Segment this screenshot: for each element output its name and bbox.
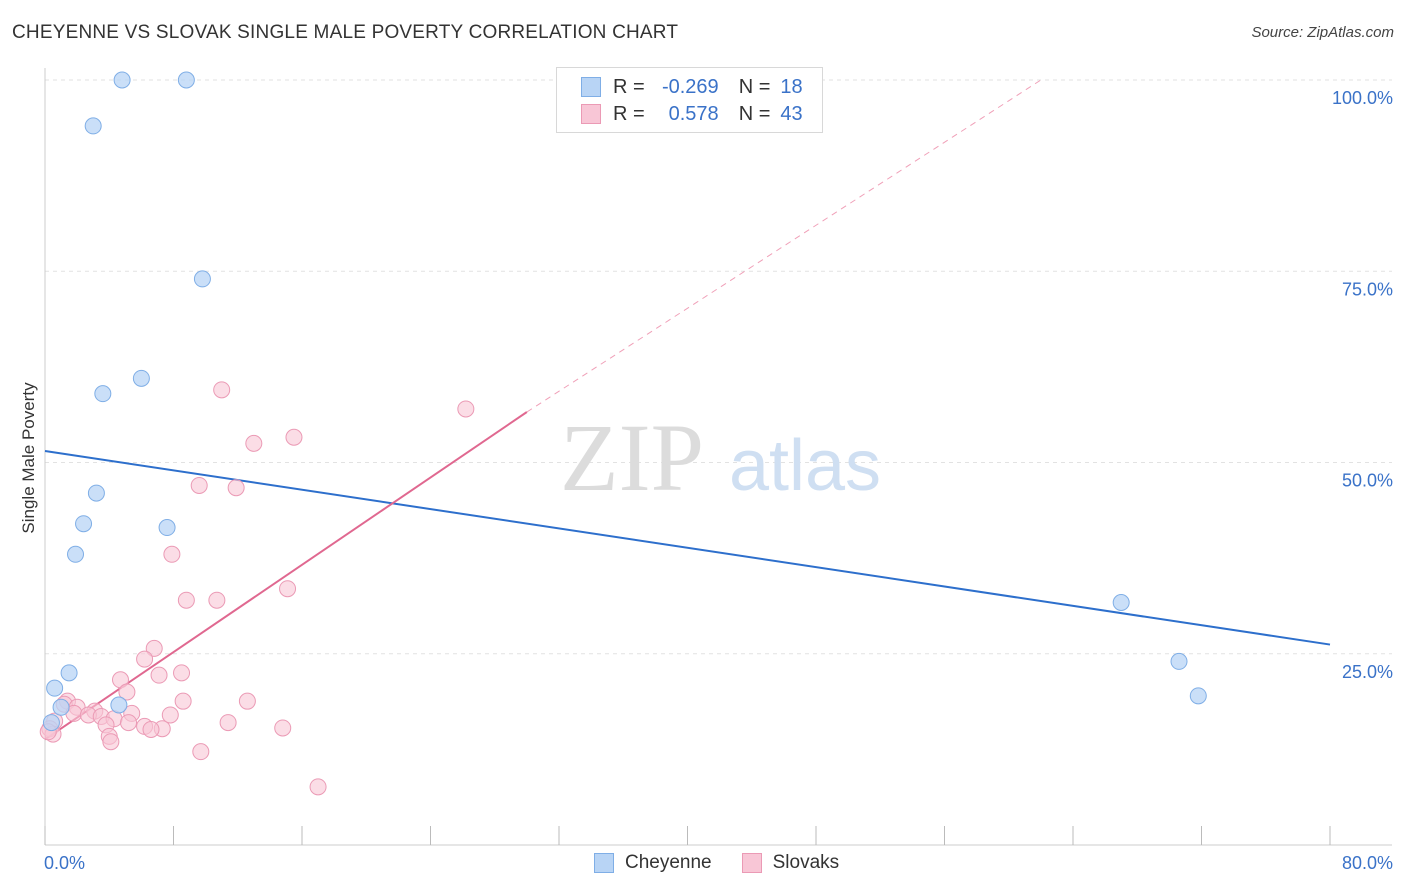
slovaks-point xyxy=(161,706,179,724)
cheyenne-point xyxy=(75,515,93,533)
watermark: ZIP atlas xyxy=(560,404,881,511)
slovaks-point xyxy=(174,692,192,710)
slovaks-point xyxy=(145,639,163,657)
axes xyxy=(44,68,1392,846)
y-tick-label: 50.0% xyxy=(1342,471,1393,491)
cheyenne-trend-line xyxy=(44,450,1331,646)
cheyenne-point xyxy=(158,519,176,537)
cheyenne-point xyxy=(52,698,70,716)
n-label: N = xyxy=(738,102,771,125)
cheyenne-point xyxy=(87,484,105,502)
cheyenne-point xyxy=(132,369,150,387)
r-value: -0.269 xyxy=(661,75,719,98)
slovaks-swatch xyxy=(581,104,601,124)
slovaks-point xyxy=(279,580,297,598)
slovaks-point xyxy=(285,428,303,446)
slovaks-point xyxy=(309,778,327,796)
slovaks-legend-label: Slovaks xyxy=(772,852,840,873)
cheyenne-point xyxy=(177,71,195,89)
slovaks-point xyxy=(142,720,160,738)
cheyenne-point xyxy=(1189,687,1207,705)
y-tick-label: 75.0% xyxy=(1342,279,1393,299)
cheyenne-point xyxy=(46,679,64,697)
legend-row-cheyenne: R = -0.269 N = 18 xyxy=(581,75,803,99)
cheyenne-point xyxy=(110,696,128,714)
slovaks-legend-swatch xyxy=(741,853,762,873)
tick-labels: 25.0% 50.0% 75.0% 100.0% 0.0% 80.0% xyxy=(44,88,1393,873)
x-tick-label: 80.0% xyxy=(1342,853,1393,873)
slovaks-point xyxy=(163,545,181,563)
slovaks-point xyxy=(118,683,136,701)
y-tick-label: 25.0% xyxy=(1342,662,1393,682)
cheyenne-legend-swatch xyxy=(594,853,614,873)
n-value: 43 xyxy=(780,102,803,125)
slovaks-point xyxy=(150,666,168,684)
r-label: R = xyxy=(613,75,645,98)
y-tick-label: 100.0% xyxy=(1332,88,1393,108)
slovaks-point xyxy=(457,400,475,418)
cheyenne-point xyxy=(67,545,85,563)
slovaks-point xyxy=(102,733,120,751)
cheyenne-point xyxy=(94,385,112,403)
source-label: Source: ZipAtlas.com xyxy=(1251,24,1394,41)
slovaks-point xyxy=(213,381,231,399)
slovaks-point xyxy=(192,743,210,761)
cheyenne-point xyxy=(84,117,102,135)
cheyenne-point xyxy=(193,270,211,288)
legend-item-slovaks: Slovaks xyxy=(741,852,840,874)
cheyenne-swatch xyxy=(581,77,601,97)
chart-title: CHEYENNE VS SLOVAK SINGLE MALE POVERTY C… xyxy=(12,22,679,43)
r-value: 0.578 xyxy=(668,102,719,125)
watermark-atlas: atlas xyxy=(729,426,881,506)
cheyenne-point xyxy=(42,714,60,732)
cheyenne-legend-label: Cheyenne xyxy=(625,852,712,873)
cheyenne-point xyxy=(113,71,131,89)
n-value: 18 xyxy=(780,75,803,98)
data-points xyxy=(39,71,1207,796)
slovaks-point xyxy=(190,476,208,494)
series-legend: Cheyenne Slovaks xyxy=(594,852,869,874)
slovaks-point xyxy=(219,714,237,732)
n-label: N = xyxy=(738,75,771,98)
slovaks-point xyxy=(120,714,138,732)
cheyenne-point xyxy=(1170,652,1188,670)
watermark-zip: ZIP xyxy=(560,404,704,511)
slovaks-point xyxy=(238,692,256,710)
slovaks-point xyxy=(227,479,245,497)
slovaks-point xyxy=(208,591,226,609)
slovaks-point xyxy=(136,650,154,668)
slovaks-point xyxy=(274,719,292,737)
cheyenne-point xyxy=(1112,593,1130,611)
legend-row-slovaks: R = 0.578 N = 43 xyxy=(581,102,803,126)
slovaks-trend-extension xyxy=(526,79,1042,413)
gridlines xyxy=(45,79,1392,655)
correlation-legend: R = -0.269 N = 18 R = 0.578 N = 43 xyxy=(556,67,823,133)
slovaks-point xyxy=(177,591,195,609)
x-tick-label: 0.0% xyxy=(44,853,85,873)
cheyenne-point xyxy=(60,664,78,682)
legend-item-cheyenne: Cheyenne xyxy=(594,852,712,874)
r-label: R = xyxy=(613,102,645,125)
slovaks-point xyxy=(245,434,263,452)
slovaks-point xyxy=(173,664,191,682)
